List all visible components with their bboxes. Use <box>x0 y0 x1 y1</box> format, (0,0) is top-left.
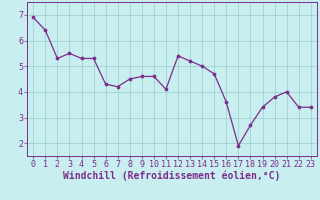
X-axis label: Windchill (Refroidissement éolien,°C): Windchill (Refroidissement éolien,°C) <box>63 171 281 181</box>
